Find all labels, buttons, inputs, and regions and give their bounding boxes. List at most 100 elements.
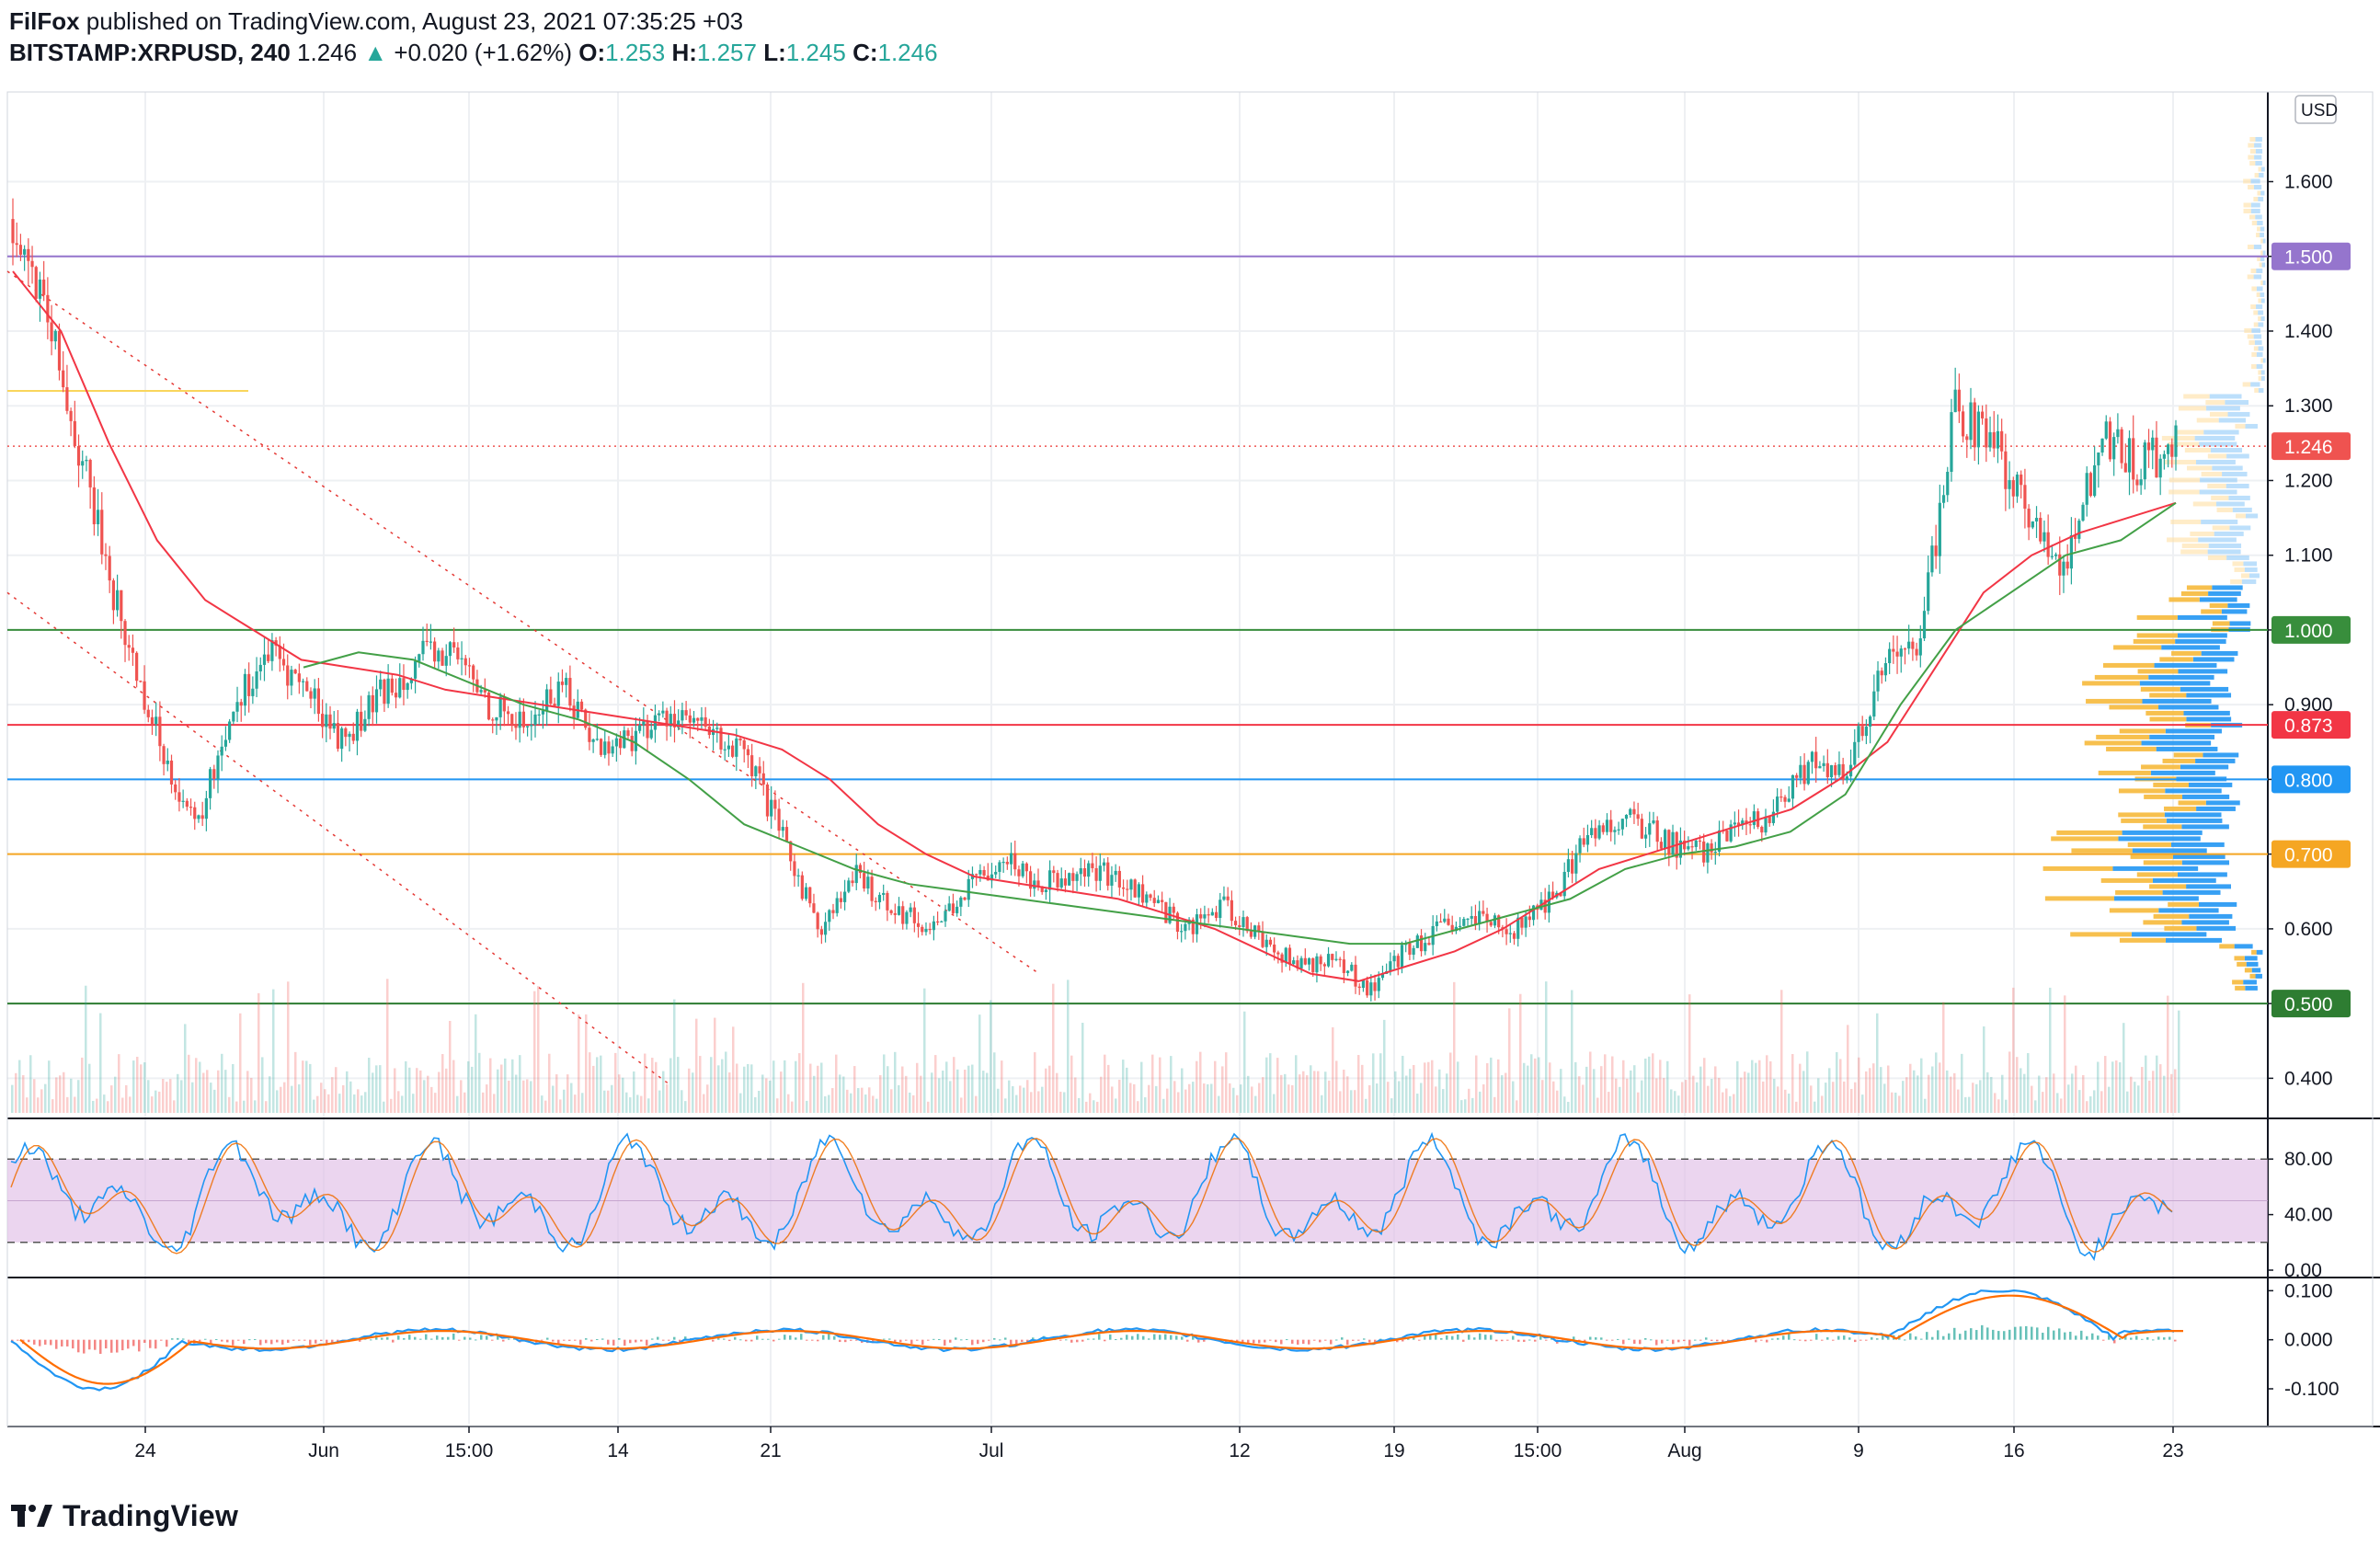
macd-histogram-bar bbox=[143, 1339, 146, 1343]
macd-histogram-bar bbox=[1429, 1335, 1432, 1340]
author-name[interactable]: FilFox bbox=[9, 7, 80, 35]
volume-profile-bar-up bbox=[2259, 172, 2264, 178]
candle-body bbox=[688, 715, 692, 723]
volume-bar bbox=[1306, 1075, 1309, 1113]
volume-profile-bar-down bbox=[2184, 447, 2211, 453]
volume-profile-bar-up bbox=[2222, 471, 2248, 476]
macd-histogram-bar bbox=[1517, 1339, 1520, 1342]
volume-bar bbox=[1869, 1068, 1871, 1113]
volume-bar bbox=[1457, 1061, 1459, 1113]
volume-profile-bar-up bbox=[2165, 937, 2223, 943]
candle-body bbox=[700, 716, 704, 721]
symbol-label[interactable]: BITSTAMP:XRPUSD, 240 bbox=[9, 39, 291, 66]
macd-histogram-bar bbox=[182, 1338, 185, 1340]
macd-histogram-bar bbox=[938, 1339, 941, 1341]
volume-profile-bar-up bbox=[2256, 351, 2263, 357]
candle-body bbox=[1137, 884, 1140, 898]
candle-body bbox=[1226, 896, 1230, 900]
macd-signal-line bbox=[19, 1294, 2183, 1385]
volume-profile-bar-down bbox=[2044, 896, 2115, 901]
volume-profile-bar-up bbox=[2149, 734, 2215, 739]
volume-bar bbox=[1424, 1062, 1426, 1113]
volume-profile-bar-up bbox=[2260, 256, 2265, 261]
time-tick-label: Aug bbox=[1667, 1440, 1701, 1461]
candle-body bbox=[1075, 874, 1079, 881]
volume-bar bbox=[452, 1060, 455, 1113]
macd-histogram-bar bbox=[1346, 1339, 1349, 1346]
macd-histogram-bar bbox=[1170, 1335, 1173, 1340]
candle-body bbox=[92, 487, 96, 525]
volume-profile-bar-down bbox=[2230, 579, 2242, 584]
volume-profile-bar-up bbox=[2161, 645, 2220, 650]
candle-body bbox=[1284, 947, 1287, 963]
volume-bar bbox=[923, 988, 926, 1113]
macd-histogram-bar bbox=[199, 1339, 201, 1342]
volume-profile-bar-up bbox=[2215, 501, 2245, 507]
macd-histogram-bar bbox=[237, 1339, 240, 1341]
candle-body bbox=[1180, 931, 1184, 933]
candle-body bbox=[456, 647, 460, 659]
volume-bar bbox=[2020, 1068, 2022, 1113]
candle-body bbox=[967, 878, 970, 900]
candle-body bbox=[169, 760, 174, 785]
macd-histogram-bar bbox=[508, 1338, 510, 1340]
volume-bar bbox=[401, 1095, 404, 1113]
volume-bar bbox=[2111, 1061, 2114, 1113]
volume-bar bbox=[1405, 1075, 1408, 1113]
candle-body bbox=[963, 897, 967, 900]
volume-bar bbox=[662, 1071, 665, 1113]
candle-body bbox=[1459, 925, 1462, 927]
close-value: 1.246 bbox=[877, 39, 938, 66]
volume-profile-bar-down bbox=[2260, 358, 2263, 363]
publish-line: FilFox published on TradingView.com, Aug… bbox=[9, 6, 2363, 37]
macd-histogram-bar bbox=[1175, 1335, 1178, 1340]
volume-profile-bar-up bbox=[2165, 728, 2222, 734]
candle-body bbox=[2011, 480, 2015, 497]
time-axis: 24 Jun 15:00 14 21 Jul 12 19 15:00 Aug 9 16 23 bbox=[134, 1427, 2184, 1461]
candle-body bbox=[614, 738, 618, 747]
volume-bar bbox=[1758, 1060, 1761, 1113]
volume-profile-bar-down bbox=[2086, 698, 2143, 704]
volume-profile-bar-up bbox=[2253, 274, 2262, 280]
macd-histogram-bar bbox=[927, 1339, 930, 1341]
macd-histogram-bar bbox=[1308, 1339, 1310, 1345]
volume-profile-bar-up bbox=[2162, 889, 2221, 895]
macd-histogram-bar bbox=[2163, 1337, 2166, 1340]
macd-histogram-bar bbox=[2097, 1335, 2100, 1340]
volume-bar bbox=[828, 1094, 830, 1113]
macd-histogram-bar bbox=[1424, 1335, 1426, 1340]
volume-bar bbox=[1001, 1060, 1003, 1113]
time-tick-label: 14 bbox=[607, 1440, 629, 1461]
volume-bar bbox=[33, 1079, 36, 1113]
volume-bar bbox=[883, 1054, 886, 1113]
macd-histogram-bar bbox=[1098, 1334, 1101, 1340]
macd-histogram-bar bbox=[2058, 1328, 2061, 1340]
volume-bar bbox=[1295, 1055, 1298, 1113]
macd-histogram-bar bbox=[1186, 1339, 1189, 1342]
volume-bar bbox=[1379, 1053, 1382, 1113]
volume-profile-bar-down bbox=[2106, 746, 2157, 751]
volume-bar bbox=[1652, 1053, 1654, 1113]
volume-bar bbox=[835, 1054, 838, 1113]
volume-bar bbox=[291, 1085, 293, 1113]
volume-bar bbox=[500, 1064, 503, 1113]
volume-bar bbox=[1497, 1059, 1500, 1113]
volume-bar bbox=[2012, 987, 2015, 1113]
volume-bar bbox=[206, 1070, 209, 1113]
macd-histogram-bar bbox=[784, 1335, 786, 1340]
macd-histogram-bar bbox=[1120, 1337, 1123, 1340]
macd-histogram-bar bbox=[188, 1339, 190, 1345]
candle-body bbox=[1214, 911, 1219, 919]
macd-histogram-bar bbox=[105, 1339, 108, 1349]
macd-histogram-bar bbox=[1015, 1339, 1018, 1346]
macd-histogram-bar bbox=[1324, 1339, 1327, 1341]
candle-body bbox=[111, 580, 115, 611]
tradingview-brand[interactable]: TradingView bbox=[63, 1498, 239, 1532]
candle-body bbox=[1907, 641, 1911, 649]
volume-bar bbox=[1777, 1086, 1779, 1113]
candle-body bbox=[793, 861, 796, 877]
volume-bar bbox=[625, 1092, 628, 1113]
candle-body bbox=[1710, 843, 1713, 853]
volume-bar bbox=[1574, 1061, 1577, 1113]
